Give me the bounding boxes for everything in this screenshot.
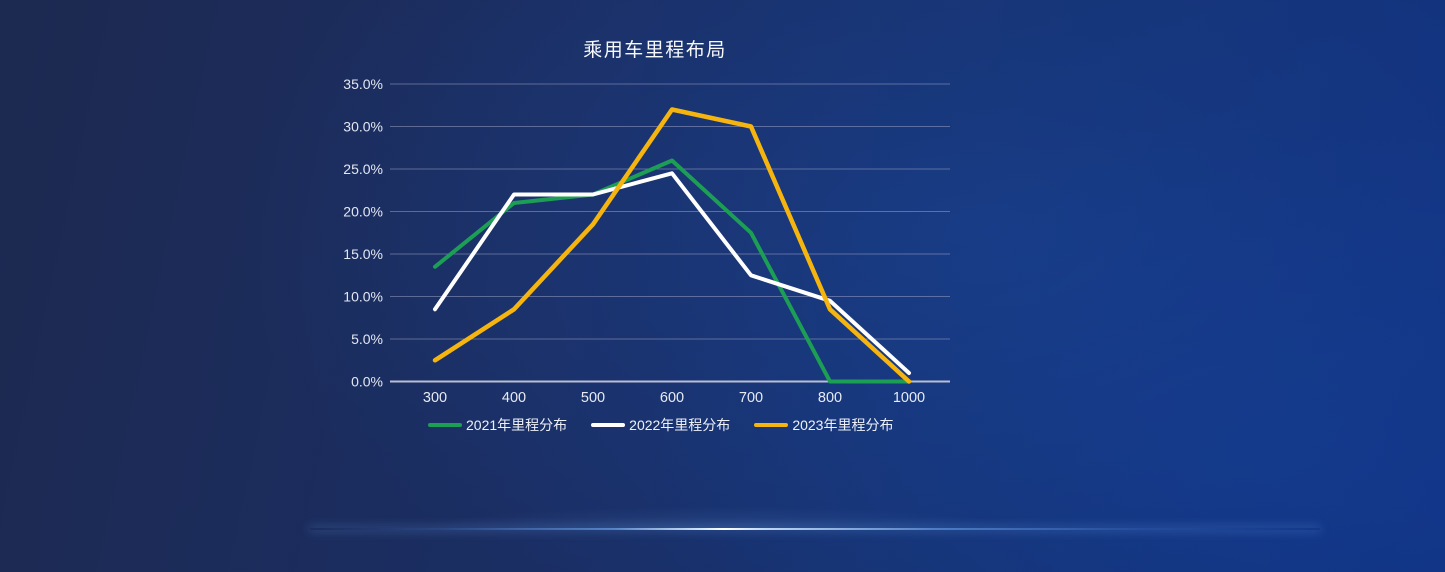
legend-label: 2021年里程分布: [466, 417, 568, 433]
legend-swatch-icon: [754, 422, 789, 428]
y-tick-label: 35.0%: [343, 76, 383, 92]
legend-label: 2023年里程分布: [792, 417, 894, 433]
series-line-2023年里程分布: [432, 107, 912, 384]
x-tick-label: 700: [739, 390, 763, 406]
x-tick-label: 500: [581, 390, 605, 406]
series-line-2021年里程分布: [433, 158, 911, 384]
y-tick-label: 5.0%: [351, 331, 383, 347]
legend-swatch-icon: [591, 422, 626, 428]
divider-glow-line: [310, 528, 1320, 530]
series-line-2022年里程分布: [433, 171, 911, 375]
x-tick-label: 1000: [893, 390, 925, 406]
x-tick-label: 300: [423, 390, 447, 406]
legend-item-2023年里程分布[interactable]: 2023年里程分布: [754, 415, 893, 435]
legend-item-2022年里程分布[interactable]: 2022年里程分布: [591, 415, 730, 435]
chart-legend: 2021年里程分布 2022年里程分布 2023年里程分布: [428, 415, 893, 435]
x-tick-label: 400: [502, 390, 526, 406]
y-tick-label: 20.0%: [343, 204, 383, 220]
y-tick-label: 25.0%: [343, 161, 383, 177]
y-tick-label: 10.0%: [343, 289, 383, 305]
legend-swatch-icon: [428, 422, 462, 428]
legend-item-2021年里程分布[interactable]: 2021年里程分布: [428, 415, 567, 435]
y-tick-label: 30.0%: [343, 119, 383, 135]
legend-label: 2022年里程分布: [629, 417, 731, 433]
y-tick-label: 15.0%: [343, 246, 383, 262]
x-tick-label: 800: [818, 390, 842, 406]
x-tick-label: 600: [660, 390, 684, 406]
chart-title: 乘用车里程布局: [583, 40, 727, 61]
y-tick-label: 0.0%: [351, 374, 383, 390]
